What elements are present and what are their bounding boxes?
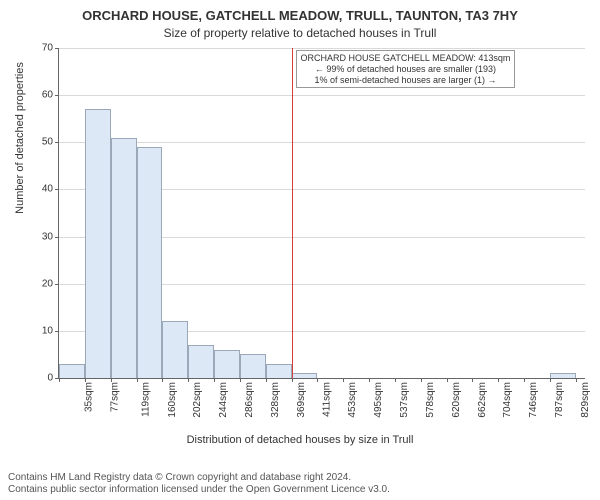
ytick-label: 60 — [42, 90, 59, 101]
xtick-mark — [576, 378, 577, 382]
histogram-bar — [59, 364, 85, 378]
xtick-mark — [162, 378, 163, 382]
xtick-mark — [292, 378, 293, 382]
xtick-label: 369sqm — [296, 382, 307, 418]
histogram-bar — [292, 373, 318, 378]
xtick-label: 328sqm — [270, 382, 281, 418]
xtick-mark — [421, 378, 422, 382]
histogram-bar — [214, 350, 240, 378]
ytick-label: 20 — [42, 278, 59, 289]
xtick-label: 286sqm — [244, 382, 255, 418]
xtick-label: 829sqm — [580, 382, 591, 418]
xtick-mark — [343, 378, 344, 382]
annotation-box: ORCHARD HOUSE GATCHELL MEADOW: 413sqm ← … — [296, 50, 516, 88]
annotation-line3: 1% of semi-detached houses are larger (1… — [301, 75, 511, 86]
ytick-label: 40 — [42, 184, 59, 195]
histogram-bar — [85, 109, 111, 378]
histogram-bar — [240, 354, 266, 378]
xtick-mark — [498, 378, 499, 382]
ytick-label: 0 — [47, 373, 59, 384]
xtick-label: 746sqm — [528, 382, 539, 418]
plot-area: ORCHARD HOUSE GATCHELL MEADOW: 413sqm ← … — [58, 48, 585, 379]
xtick-label: 578sqm — [425, 382, 436, 418]
xtick-label: 662sqm — [477, 382, 488, 418]
xtick-mark — [111, 378, 112, 382]
xtick-label: 35sqm — [84, 382, 95, 412]
y-axis-label: Number of detached properties — [14, 0, 26, 303]
xtick-label: 537sqm — [399, 382, 410, 418]
xtick-mark — [137, 378, 138, 382]
xtick-label: 411sqm — [321, 382, 332, 417]
xtick-label: 620sqm — [451, 382, 462, 418]
histogram-bar — [111, 138, 137, 378]
chart-title: ORCHARD HOUSE, GATCHELL MEADOW, TRULL, T… — [0, 8, 600, 23]
xtick-mark — [317, 378, 318, 382]
histogram-bar — [550, 373, 576, 378]
histogram-bar — [188, 345, 214, 378]
xtick-mark — [369, 378, 370, 382]
xtick-label: 119sqm — [140, 382, 151, 417]
histogram-bar — [266, 364, 292, 378]
xtick-mark — [524, 378, 525, 382]
xtick-label: 244sqm — [218, 382, 229, 418]
chart-subtitle: Size of property relative to detached ho… — [0, 26, 600, 40]
xtick-mark — [395, 378, 396, 382]
histogram-bar — [162, 321, 188, 378]
histogram-bar — [137, 147, 163, 378]
xtick-label: 787sqm — [554, 382, 565, 418]
xtick-mark — [240, 378, 241, 382]
xtick-mark — [550, 378, 551, 382]
ytick-label: 30 — [42, 231, 59, 242]
xtick-mark — [214, 378, 215, 382]
ytick-label: 50 — [42, 137, 59, 148]
xtick-mark — [85, 378, 86, 382]
xtick-label: 704sqm — [502, 382, 513, 418]
xtick-mark — [472, 378, 473, 382]
ytick-label: 10 — [42, 325, 59, 336]
xtick-label: 202sqm — [192, 382, 203, 418]
xtick-mark — [266, 378, 267, 382]
footer-line1: Contains HM Land Registry data © Crown c… — [8, 472, 592, 484]
chart-container: { "title": "ORCHARD HOUSE, GATCHELL MEAD… — [0, 0, 600, 500]
bars-layer — [59, 48, 585, 378]
xtick-mark — [59, 378, 60, 382]
xtick-label: 495sqm — [373, 382, 384, 418]
xtick-label: 77sqm — [109, 382, 120, 412]
xtick-label: 160sqm — [167, 382, 178, 418]
marker-line — [292, 48, 293, 378]
annotation-line2: ← 99% of detached houses are smaller (19… — [301, 64, 511, 75]
xtick-label: 453sqm — [347, 382, 358, 418]
xtick-mark — [447, 378, 448, 382]
ytick-label: 70 — [42, 43, 59, 54]
footer: Contains HM Land Registry data © Crown c… — [8, 472, 592, 496]
xtick-mark — [188, 378, 189, 382]
footer-line2: Contains public sector information licen… — [8, 484, 592, 496]
annotation-line1: ORCHARD HOUSE GATCHELL MEADOW: 413sqm — [301, 53, 511, 64]
x-axis-label: Distribution of detached houses by size … — [0, 434, 600, 446]
